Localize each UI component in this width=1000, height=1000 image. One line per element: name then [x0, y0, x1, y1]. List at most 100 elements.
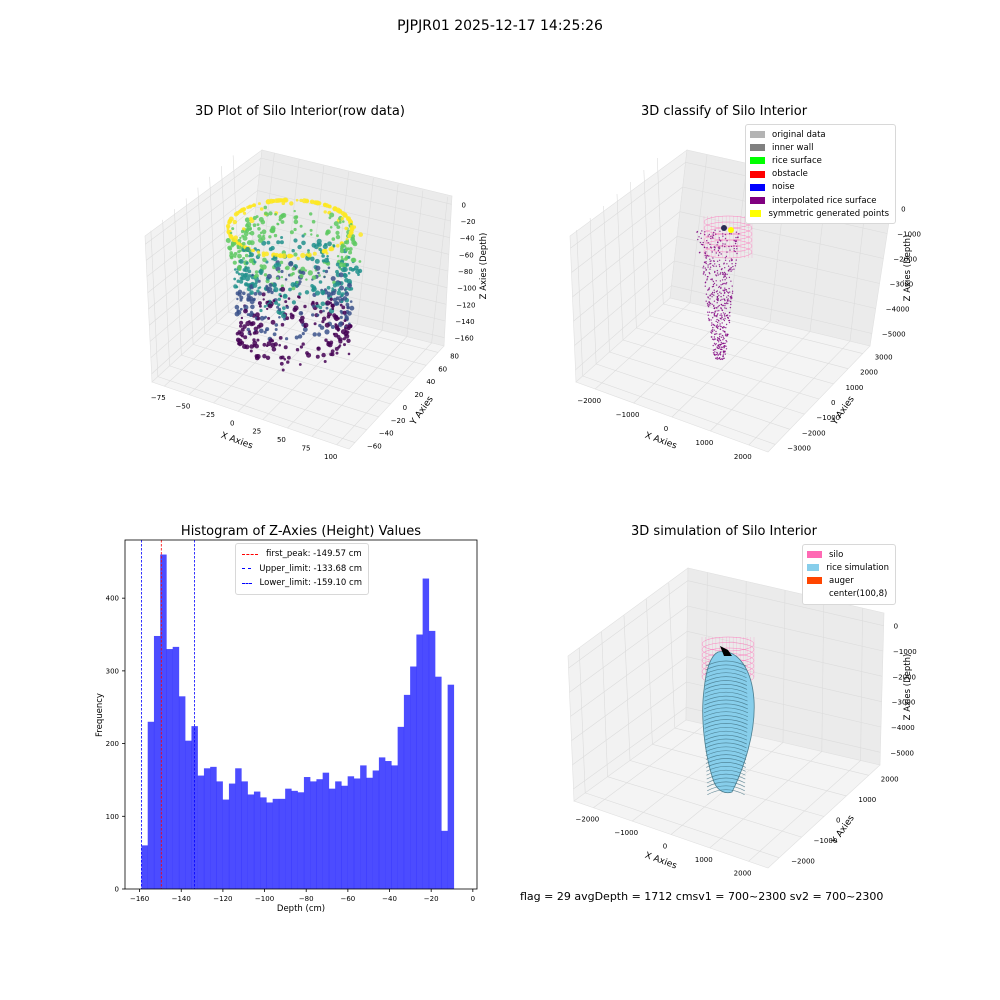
- sim-gridline: [601, 631, 608, 777]
- raw-data-point: [332, 313, 337, 318]
- raw-data-point: [309, 228, 313, 232]
- raw-data-point: [260, 236, 266, 241]
- raw-data-point: [329, 297, 333, 301]
- cls-interpolated-point: [713, 300, 716, 302]
- raw-data-point: [267, 303, 273, 309]
- sim-gridline: [821, 599, 825, 752]
- raw-data-point: [244, 272, 249, 277]
- histogram-bar: [285, 788, 292, 889]
- raw-gridline: [150, 271, 249, 358]
- sim-surface-contour: [704, 719, 748, 725]
- raw-data-point: [235, 270, 239, 274]
- raw-z-tick-label: −120: [456, 301, 475, 309]
- raw-data-point: [287, 355, 291, 360]
- cls-interpolated-point: [711, 293, 714, 295]
- raw-pane: [151, 295, 445, 450]
- cls-interpolated-point: [711, 336, 713, 338]
- raw-data-point: [234, 311, 240, 317]
- cls-interpolated-point: [736, 252, 738, 255]
- cls-interpolated-point: [696, 230, 699, 233]
- cls-interpolated-point: [721, 314, 723, 317]
- raw-data-point: [258, 269, 263, 274]
- raw-data-point: [340, 243, 345, 248]
- raw-gridline: [193, 344, 391, 405]
- cls-interpolated-point: [717, 319, 720, 321]
- cls-interpolated-point: [720, 341, 722, 344]
- simulation-legend-item: silo: [807, 548, 889, 561]
- raw-data-point: [239, 236, 242, 240]
- histogram-bar: [353, 778, 361, 889]
- histogram-x-tick-label: −140: [172, 895, 191, 903]
- cls-interpolated-point: [729, 296, 731, 298]
- raw-data-point: [233, 242, 237, 246]
- raw-gridline: [162, 219, 170, 366]
- histogram-bar: [216, 781, 223, 889]
- raw-data-point: [229, 251, 233, 255]
- cls-interpolated-point: [724, 274, 727, 276]
- cls-interpolated-point: [729, 291, 731, 293]
- legend-swatch-icon: [807, 577, 822, 585]
- cls-interpolated-point: [735, 231, 738, 233]
- raw-gridline: [197, 187, 206, 334]
- cls-interpolated-point: [730, 259, 733, 262]
- raw-data-point: [233, 255, 237, 258]
- histogram-bar: [347, 776, 355, 889]
- raw-data-point: [242, 211, 247, 215]
- raw-data-point: [335, 269, 339, 274]
- raw-data-point: [345, 302, 350, 307]
- raw-y-axis-label: Y Axies: [408, 394, 436, 427]
- cls-interpolated-point: [726, 263, 728, 265]
- raw-data-point: [257, 253, 261, 257]
- cls-interpolated-point: [734, 265, 737, 267]
- raw-x-tick-label: 50: [277, 436, 286, 444]
- raw-data-point: [303, 232, 307, 236]
- raw-data-point: [242, 291, 246, 296]
- sim-gridline: [860, 608, 863, 761]
- raw-data-point: [346, 338, 351, 343]
- raw-data-point: [236, 279, 240, 283]
- cls-interpolated-point: [723, 357, 725, 359]
- raw-data-point: [272, 282, 277, 288]
- cls-interpolated-point: [707, 304, 709, 306]
- cls-interpolated-point: [724, 275, 727, 277]
- cls-interpolated-point: [723, 292, 726, 294]
- raw-data-point: [265, 199, 271, 205]
- raw-data-point: [243, 308, 248, 314]
- raw-data-point: [299, 319, 305, 324]
- raw-data-point: [232, 260, 237, 265]
- cls-interpolated-point: [709, 302, 711, 304]
- raw-data-point: [295, 348, 300, 352]
- raw-data-point: [245, 320, 251, 327]
- cls-interpolated-point: [722, 304, 724, 307]
- raw-data-point: [299, 273, 304, 279]
- sim-gridline: [646, 599, 653, 745]
- cls-interpolated-point: [717, 337, 719, 339]
- raw-data-point: [344, 327, 347, 330]
- raw-data-point: [327, 241, 332, 247]
- raw-data-point: [277, 263, 282, 267]
- raw-data-point: [249, 333, 252, 336]
- histogram-x-tick-label: −160: [130, 895, 149, 903]
- cls-interpolated-point: [728, 319, 731, 322]
- cls-interpolated-point: [706, 240, 708, 242]
- raw-data-point: [253, 275, 258, 279]
- legend-label: Upper_limit: -133.68 cm: [259, 563, 362, 574]
- cls-interpolated-point: [716, 298, 718, 300]
- cls-interpolated-point: [734, 250, 736, 253]
- cls-interpolated-point: [716, 297, 719, 299]
- histogram-bar: [403, 694, 411, 889]
- cls-interpolated-point: [716, 307, 718, 309]
- raw-data-point: [303, 322, 309, 328]
- histogram-bar: [291, 790, 298, 889]
- raw-data-point: [341, 305, 346, 310]
- raw-data-point: [229, 229, 232, 233]
- cls-interpolated-point: [725, 348, 728, 350]
- raw-data-point: [270, 319, 276, 325]
- legend-swatch-icon: [750, 170, 765, 178]
- cls-interpolated-point: [714, 263, 716, 265]
- cls-interpolated-point: [721, 348, 723, 351]
- cls-interpolated-point: [736, 248, 738, 250]
- simulation-z-axis-label: Z Axies (Depth): [903, 654, 913, 721]
- cls-interpolated-point: [722, 354, 724, 356]
- cls-interpolated-point: [713, 265, 715, 267]
